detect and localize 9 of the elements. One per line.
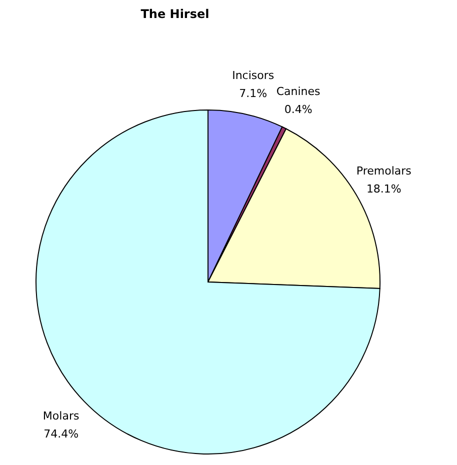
slice-label: Premolars — [356, 164, 412, 178]
data-label: 18.1% — [366, 182, 402, 196]
data-label: 0.4% — [284, 103, 312, 116]
slice-label: Incisors — [232, 69, 274, 82]
data-label: 74.4% — [44, 428, 79, 441]
slice-label: Canines — [276, 85, 321, 98]
data-label: 7.1% — [239, 87, 268, 100]
chart-title: The Hirsel — [140, 7, 210, 21]
slice-label: Molars — [42, 410, 80, 423]
